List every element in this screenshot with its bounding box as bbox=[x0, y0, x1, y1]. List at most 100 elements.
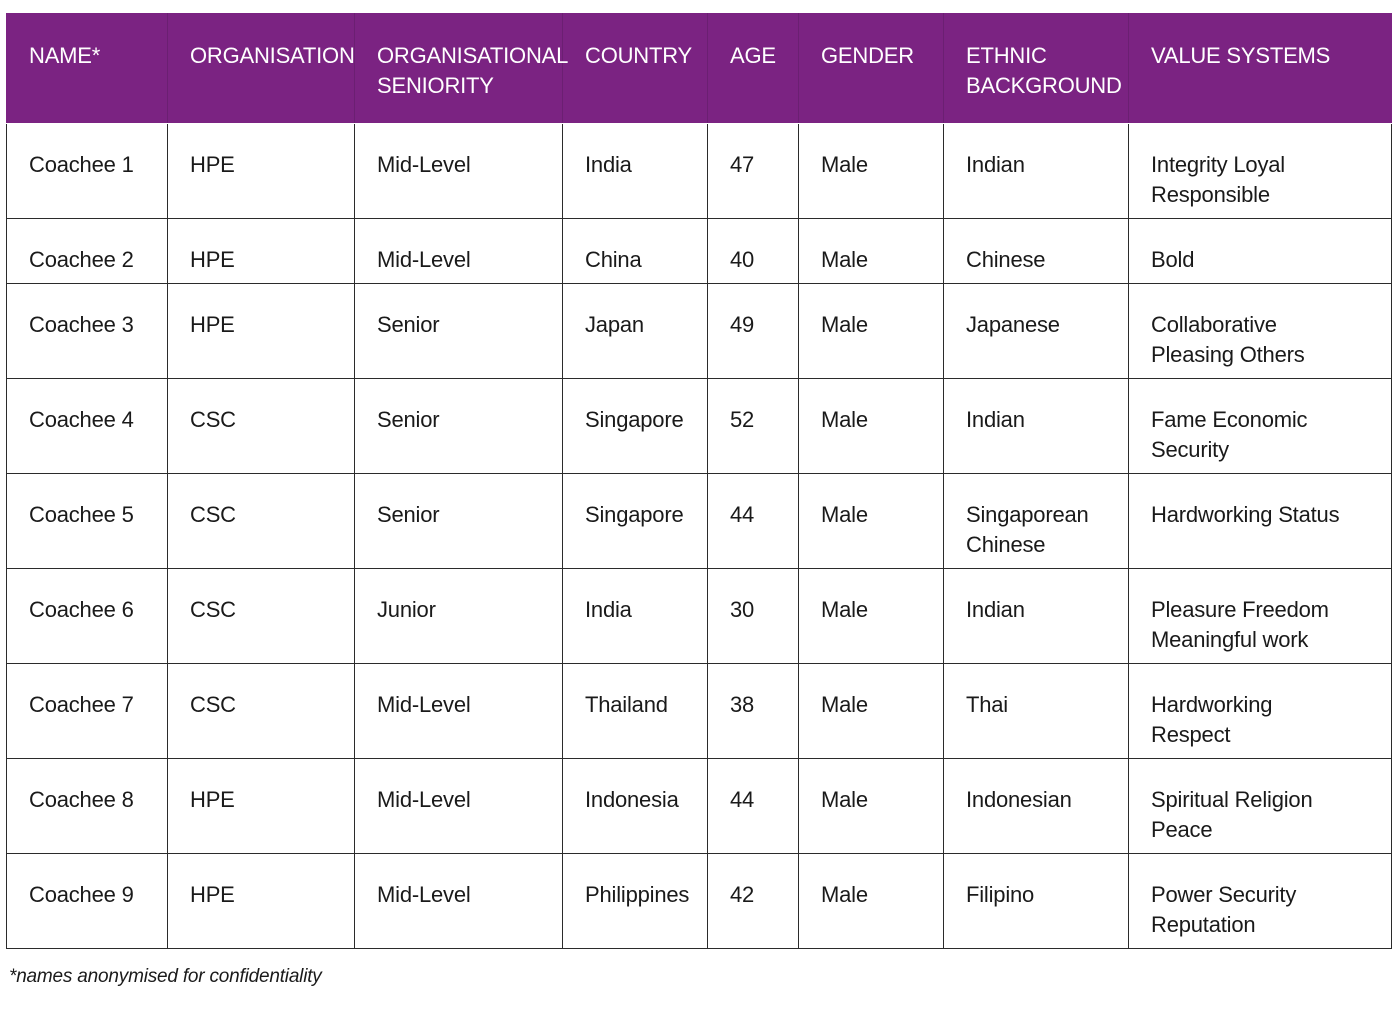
cell-text: Coachee 9 bbox=[29, 882, 134, 907]
cell-text: Pleasure Freedom bbox=[1151, 597, 1329, 622]
cell-country: Japan bbox=[562, 283, 708, 379]
cell-name: Coachee 4 bbox=[6, 378, 168, 474]
cell-age: 47 bbox=[707, 123, 799, 219]
cell-text: Junior bbox=[377, 597, 436, 622]
cell-text-line2: Reputation bbox=[1151, 912, 1256, 937]
cell-text: Male bbox=[821, 692, 868, 717]
cell-text: Mid-Level bbox=[377, 882, 471, 907]
cell-text: Male bbox=[821, 502, 868, 527]
cell-ethnic-background: Japanese bbox=[943, 283, 1129, 379]
cell-seniority: Mid-Level bbox=[354, 758, 563, 854]
cell-name: Coachee 6 bbox=[6, 568, 168, 664]
cell-age: 40 bbox=[707, 218, 799, 284]
cell-name: Coachee 9 bbox=[6, 853, 168, 949]
cell-ethnic-background: Thai bbox=[943, 663, 1129, 759]
cell-text-line2: Pleasing Others bbox=[1151, 342, 1305, 367]
header-country: COUNTRY bbox=[562, 13, 708, 124]
cell-text: 42 bbox=[730, 882, 755, 907]
cell-seniority: Senior bbox=[354, 378, 563, 474]
footnote: *names anonymised for confidentiality bbox=[9, 966, 322, 987]
cell-text: CSC bbox=[190, 502, 236, 527]
cell-text: Coachee 5 bbox=[29, 502, 134, 527]
cell-text: Indian bbox=[966, 597, 1025, 622]
cell-text: Male bbox=[821, 312, 868, 337]
cell-value-systems: Hardworking Status bbox=[1128, 473, 1392, 569]
cell-text: Male bbox=[821, 597, 868, 622]
header-label: GENDER bbox=[821, 43, 914, 68]
cell-text: Chinese bbox=[966, 247, 1046, 272]
cell-organisation: CSC bbox=[167, 378, 355, 474]
cell-text: Mid-Level bbox=[377, 692, 471, 717]
table-row: Coachee 4 CSC Senior Singapore 52 Male Indian F… bbox=[6, 378, 1392, 474]
table-row: Coachee 9 HPE Mid-Level Philippines 42 Male Fi… bbox=[6, 853, 1392, 949]
cell-ethnic-background: Indian bbox=[943, 123, 1129, 219]
header-label: NAME* bbox=[29, 43, 101, 68]
cell-text: CSC bbox=[190, 692, 236, 717]
cell-text: Hardworking bbox=[1151, 692, 1273, 717]
cell-text: CSC bbox=[190, 597, 236, 622]
cell-gender: Male bbox=[798, 473, 944, 569]
cell-ethnic-background: Indonesian bbox=[943, 758, 1129, 854]
header-label: COUNTRY bbox=[585, 43, 692, 68]
cell-text: Fame Economic bbox=[1151, 407, 1308, 432]
cell-ethnic-background: Singaporean Chinese bbox=[943, 473, 1129, 569]
cell-text: Indonesia bbox=[585, 787, 679, 812]
cell-text: Singapore bbox=[585, 407, 684, 432]
cell-value-systems: Power Security Reputation bbox=[1128, 853, 1392, 949]
cell-text: Senior bbox=[377, 312, 440, 337]
table-row: Coachee 8 HPE Mid-Level Indonesia 44 Male Indo… bbox=[6, 758, 1392, 854]
cell-text: Male bbox=[821, 787, 868, 812]
header-label-line2: SENIORITY bbox=[377, 73, 494, 98]
cell-gender: Male bbox=[798, 378, 944, 474]
cell-country: China bbox=[562, 218, 708, 284]
table-row: Coachee 1 HPE Mid-Level India 47 Male Indian In… bbox=[6, 123, 1392, 219]
cell-text: Mid-Level bbox=[377, 787, 471, 812]
cell-name: Coachee 2 bbox=[6, 218, 168, 284]
cell-value-systems: Collaborative Pleasing Others bbox=[1128, 283, 1392, 379]
cell-text: Male bbox=[821, 407, 868, 432]
cell-text: 38 bbox=[730, 692, 755, 717]
cell-country: Indonesia bbox=[562, 758, 708, 854]
cell-text: Thailand bbox=[585, 692, 668, 717]
cell-text-line2: Responsible bbox=[1151, 182, 1270, 207]
header-row: NAME* ORGANISATION ORGANISATIONAL SENIORI… bbox=[6, 13, 1392, 124]
cell-text: 44 bbox=[730, 787, 755, 812]
cell-age: 49 bbox=[707, 283, 799, 379]
cell-text: Collaborative bbox=[1151, 312, 1277, 337]
cell-text: Coachee 1 bbox=[29, 152, 134, 177]
cell-text-line2: Chinese bbox=[966, 532, 1046, 557]
cell-organisation: HPE bbox=[167, 853, 355, 949]
cell-text: 49 bbox=[730, 312, 755, 337]
cell-age: 44 bbox=[707, 473, 799, 569]
cell-text: HPE bbox=[190, 247, 235, 272]
cell-text: Indonesian bbox=[966, 787, 1072, 812]
table-row: Coachee 6 CSC Junior India 30 Male Indian Pleas… bbox=[6, 568, 1392, 664]
cell-text: Singaporean bbox=[966, 502, 1089, 527]
cell-country: Philippines bbox=[562, 853, 708, 949]
cell-text: Coachee 2 bbox=[29, 247, 134, 272]
cell-gender: Male bbox=[798, 568, 944, 664]
table-row: Coachee 3 HPE Senior Japan 49 Male Japanese Col… bbox=[6, 283, 1392, 379]
cell-text: Bold bbox=[1151, 247, 1195, 272]
cell-organisation: CSC bbox=[167, 473, 355, 569]
cell-ethnic-background: Filipino bbox=[943, 853, 1129, 949]
cell-value-systems: Pleasure Freedom Meaningful work bbox=[1128, 568, 1392, 664]
table-row: Coachee 5 CSC Senior Singapore 44 Male Singapo… bbox=[6, 473, 1392, 569]
cell-organisation: CSC bbox=[167, 663, 355, 759]
header-organisation: ORGANISATION bbox=[167, 13, 355, 124]
cell-text: Filipino bbox=[966, 882, 1035, 907]
cell-text: Coachee 3 bbox=[29, 312, 134, 337]
header-seniority: ORGANISATIONAL SENIORITY bbox=[354, 13, 568, 124]
cell-text: Indian bbox=[966, 407, 1025, 432]
cell-text-line2: Meaningful work bbox=[1151, 627, 1309, 652]
cell-name: Coachee 8 bbox=[6, 758, 168, 854]
cell-age: 44 bbox=[707, 758, 799, 854]
cell-text: Coachee 8 bbox=[29, 787, 134, 812]
cell-name: Coachee 3 bbox=[6, 283, 168, 379]
cell-country: Thailand bbox=[562, 663, 708, 759]
cell-text: Senior bbox=[377, 502, 440, 527]
cell-text: 52 bbox=[730, 407, 755, 432]
cell-seniority: Mid-Level bbox=[354, 853, 563, 949]
cell-organisation: HPE bbox=[167, 758, 355, 854]
header-gender: GENDER bbox=[798, 13, 944, 124]
